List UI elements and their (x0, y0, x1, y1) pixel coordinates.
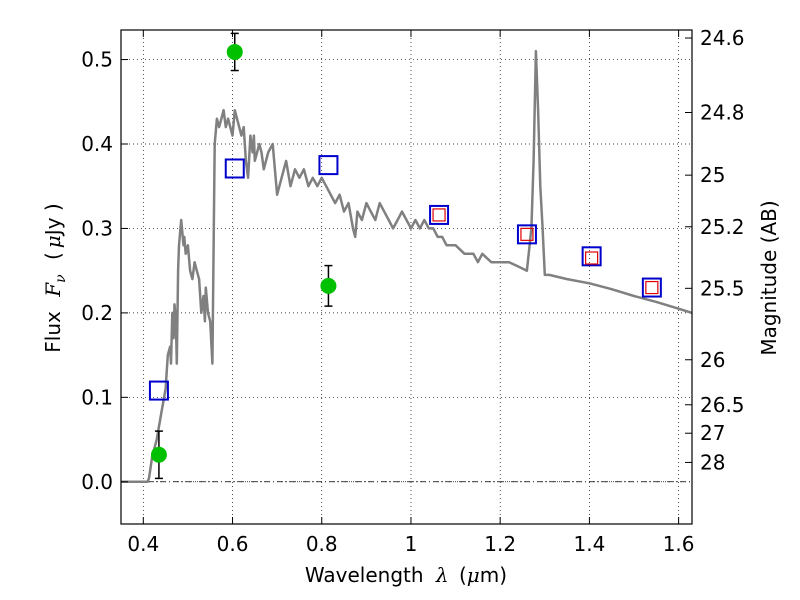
x-axis-title-unit-open: ( (459, 563, 467, 587)
y-tick-label: 0.3 (81, 216, 113, 240)
x-tick-label: 0.4 (127, 532, 159, 556)
x-axis: 0.4 0.6 0.8 1 1.2 1.4 1.6 (127, 30, 695, 556)
model-point (516, 224, 537, 245)
observed-point (320, 277, 337, 294)
plot-frame (120, 29, 693, 525)
y2-tick-label: 24.8 (700, 101, 745, 125)
x-tick-label: 1 (405, 532, 418, 556)
observed-point (226, 43, 243, 60)
model-point-red (520, 227, 534, 241)
y2-tick-label: 28 (700, 450, 725, 474)
model-point-red (585, 251, 599, 265)
y2-axis: 24.6 24.8 25 25.2 25.5 26 26.5 27 28 (685, 26, 745, 474)
model-point (641, 277, 662, 298)
model-point (318, 155, 339, 176)
y2-tick-label: 25.2 (700, 215, 745, 239)
y2-tick-label: 27 (700, 421, 725, 445)
plot-content (121, 32, 693, 484)
y-axis-title-subscript: ν (53, 274, 69, 283)
model-point-red (645, 280, 659, 295)
y-tick-label: 0.2 (81, 301, 113, 325)
y2-tick-label: 25 (700, 163, 725, 187)
y-axis-title-unit-mu: μ (41, 235, 65, 248)
y2-tick-label: 26 (700, 348, 725, 372)
grid (121, 30, 692, 524)
y-axis-title-unit-open: ( (41, 252, 65, 260)
y-axis-title-unit-rest: Jy ) (41, 203, 65, 237)
y2-tick-label: 25.5 (700, 276, 745, 300)
x-axis-title-unit-rest: m) (480, 563, 507, 587)
y2-tick-label: 24.6 (700, 26, 745, 50)
x-tick-label: 1.6 (663, 532, 695, 556)
x-axis-title: Wavelength λ (μm) (305, 563, 507, 587)
y-tick-label: 0.0 (81, 470, 113, 494)
x-axis-title-prefix: Wavelength (305, 563, 424, 587)
x-tick-label: 0.6 (217, 532, 249, 556)
observed-point (150, 446, 167, 463)
x-tick-label: 1.2 (484, 532, 516, 556)
spectrum-line (121, 49, 693, 484)
model-point (148, 380, 169, 401)
y2-axis-title: Magnitude (AB) (757, 200, 781, 355)
model-point (429, 204, 450, 225)
y-axis-title-symbol: F (41, 282, 65, 298)
y-tick-label: 0.5 (81, 48, 113, 72)
y-axis-title: Flux Fν ( μJy ) (41, 203, 70, 352)
x-axis-title-symbol: λ (435, 563, 449, 587)
model-point-red (432, 208, 446, 222)
model-point (224, 158, 245, 179)
y-axis: 0.0 0.1 0.2 0.3 0.4 0.5 (81, 48, 128, 494)
y-axis-title-prefix: Flux (41, 311, 65, 353)
y2-tick-label: 26.5 (700, 393, 745, 417)
x-axis-title-unit-mu: μ (467, 563, 480, 587)
y-tick-label: 0.1 (81, 385, 113, 409)
x-tick-label: 1.4 (573, 532, 605, 556)
y-tick-label: 0.4 (81, 132, 113, 156)
x-tick-label: 0.8 (306, 532, 338, 556)
model-point (581, 246, 602, 267)
